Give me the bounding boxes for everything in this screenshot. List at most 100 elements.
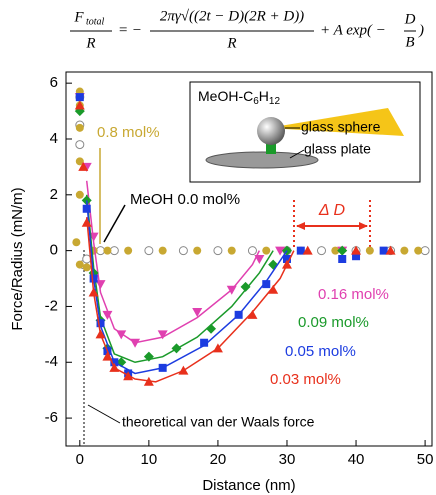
data-point (72, 238, 81, 247)
fit-line (85, 180, 261, 344)
data-point (296, 246, 305, 255)
formula-text: R (85, 35, 95, 51)
inset-label: glass plate (304, 141, 371, 157)
annotation: theoretical van der Waals force (122, 414, 315, 430)
formula-text: total (86, 16, 105, 27)
y-tick-label: 4 (50, 130, 58, 147)
data-point (82, 204, 91, 213)
formula-text: B (405, 34, 414, 50)
data-point (74, 100, 85, 110)
data-point (82, 263, 91, 272)
data-point (75, 190, 84, 199)
x-tick-label: 50 (417, 451, 434, 468)
data-point (302, 245, 313, 255)
formula: F total R = − 2πγ√((2t − D)(2R + D)) R +… (70, 8, 424, 51)
data-point (75, 123, 84, 132)
inset-title-part: 12 (269, 96, 281, 107)
data-point (213, 246, 223, 256)
leader-line (289, 149, 305, 159)
formula-text: ) (418, 22, 424, 38)
data-point (262, 246, 271, 255)
data-point (158, 363, 167, 372)
glass-sphere (257, 117, 285, 145)
inset-title-part: 6 (253, 96, 259, 107)
fit-line (85, 194, 274, 364)
data-point (240, 281, 251, 292)
data-point (75, 260, 84, 269)
data-point (102, 310, 113, 320)
data-point (379, 246, 388, 255)
data-point (254, 255, 265, 264)
arrow-head (359, 222, 368, 230)
data-point (178, 365, 189, 375)
data-point (123, 371, 134, 381)
data-point (331, 246, 340, 255)
data-point (95, 329, 106, 339)
data-point (178, 246, 188, 256)
data-point (262, 280, 271, 289)
data-point (365, 246, 374, 255)
formula-text: D (404, 11, 416, 27)
fit-line (85, 217, 295, 383)
formula-text: 2πγ√((2t − D)(2R + D)) (160, 8, 304, 24)
data-point (109, 362, 120, 372)
x-tick-label: 40 (348, 451, 365, 468)
data-point (385, 245, 396, 255)
data-point (81, 217, 92, 227)
inset-title: MeOH-C6H12 (198, 88, 280, 107)
x-tick-label: 20 (210, 451, 227, 468)
data-point (275, 246, 286, 256)
y-axis-label: Force/Radius (mN/m) (9, 187, 26, 330)
leader-line (87, 404, 121, 424)
x-axis-label: Distance (nm) (202, 477, 295, 494)
data-point (109, 246, 119, 256)
data-point (75, 157, 84, 166)
leader-line (103, 204, 126, 243)
formula-text: + A exp( − (320, 22, 386, 38)
data-point (351, 245, 362, 255)
data-point (400, 246, 409, 255)
data-point (75, 93, 84, 102)
data-point (193, 246, 202, 255)
x-tick-label: 10 (141, 451, 158, 468)
series-label: 0.09 mol% (298, 314, 369, 331)
series-label: 0.16 mol% (318, 286, 389, 303)
formula-text: F (73, 9, 84, 25)
y-tick-label: -6 (45, 409, 58, 426)
x-tick-label: 0 (76, 451, 84, 468)
data-point (338, 255, 347, 263)
data-point (200, 338, 209, 347)
data-point (130, 338, 141, 348)
data-point (143, 351, 154, 362)
y-tick-label: 2 (50, 186, 58, 203)
data-point (88, 287, 99, 297)
data-point (96, 246, 106, 256)
y-tick-label: -4 (45, 353, 58, 370)
data-point (247, 309, 258, 319)
data-point (171, 343, 182, 354)
y-tick-label: 0 (50, 242, 58, 259)
data-point (78, 161, 89, 171)
data-point (95, 280, 106, 290)
data-point (89, 274, 98, 283)
data-point (317, 246, 327, 256)
inset: MeOH-C6H12 glass sphere glass plate (189, 81, 421, 183)
data-point (75, 140, 85, 150)
data-point (226, 285, 237, 295)
annotation: Δ D (318, 202, 346, 219)
x-tick-label: 30 (279, 451, 296, 468)
formula-text: = − (118, 22, 142, 38)
data-point (103, 246, 112, 255)
fit-line (85, 200, 288, 375)
glass-plate (205, 151, 319, 169)
arrow-head (296, 222, 305, 230)
data-point (227, 246, 236, 255)
data-point (124, 246, 133, 255)
inset-label: glass sphere (301, 119, 381, 135)
cantilever (268, 108, 404, 136)
data-point (157, 330, 168, 340)
series-label: 0.8 mol% (97, 124, 160, 141)
data-point (192, 308, 203, 318)
series-label: 0.03 mol% (270, 371, 341, 388)
